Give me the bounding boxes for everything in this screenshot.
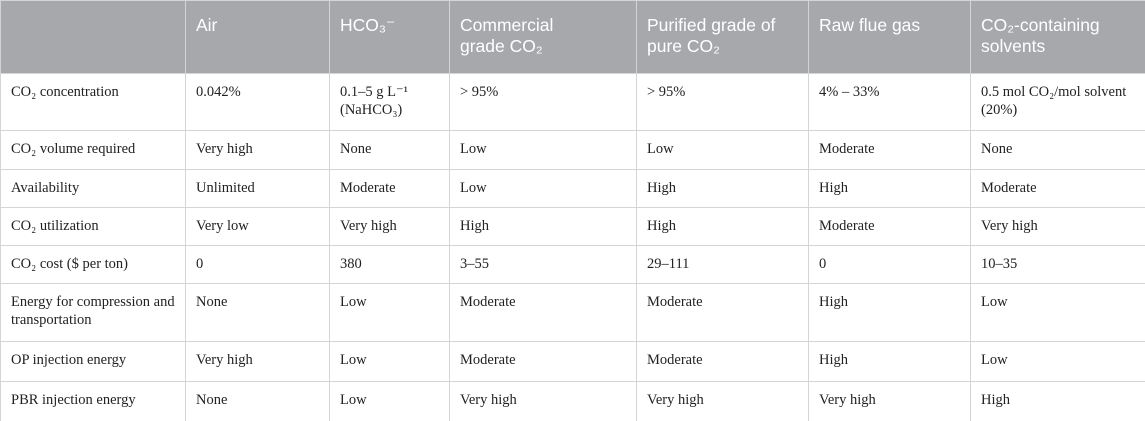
- table-cell: 0.5 mol CO₂/mol solvent (20%): [970, 73, 1145, 131]
- table-cell: Low: [970, 283, 1145, 342]
- table-cell: Very high: [970, 207, 1145, 246]
- table-cell: Moderate: [329, 169, 450, 208]
- table-cell: Moderate: [636, 341, 809, 382]
- table-cell: 0: [185, 245, 330, 284]
- table-row: Energy for compression and transportatio…: [0, 283, 1145, 342]
- table-row: CO₂ cost ($ per ton) 0 380 3–55 29–111 0 10–35: [0, 245, 1145, 284]
- table-cell: High: [808, 341, 971, 382]
- table-cell: High: [808, 283, 971, 342]
- header-row: Air HCO₃⁻ Commercial grade CO₂ Purified gra…: [0, 0, 1145, 74]
- table-cell: None: [185, 381, 330, 421]
- table-cell: Very high: [449, 381, 637, 421]
- table-cell: > 95%: [449, 73, 637, 131]
- table-cell: Moderate: [808, 130, 971, 170]
- table-cell: Very high: [808, 381, 971, 421]
- table-cell: None: [970, 130, 1145, 170]
- row-label: Availability: [0, 169, 186, 208]
- table-cell: High: [636, 207, 809, 246]
- header-text: CO₂-containing solvents: [981, 15, 1100, 56]
- table-cell: 380: [329, 245, 450, 284]
- table-cell: 0.1–5 g L⁻¹ (NaHCO₃): [329, 73, 450, 131]
- header-text: HCO₃⁻: [340, 15, 396, 35]
- table-row: CO₂ concentration 0.042% 0.1–5 g L⁻¹ (NaHC…: [0, 73, 1145, 131]
- table-cell: > 95%: [636, 73, 809, 131]
- table-cell: 3–55: [449, 245, 637, 284]
- row-label: CO₂ utilization: [0, 207, 186, 246]
- table-cell: Low: [449, 169, 637, 208]
- table-cell: High: [636, 169, 809, 208]
- table-cell: 0: [808, 245, 971, 284]
- table-cell: None: [329, 130, 450, 170]
- row-label: CO₂ concentration: [0, 73, 186, 131]
- table-cell: High: [808, 169, 971, 208]
- table-row: CO₂ utilization Very low Very high High High…: [0, 207, 1145, 246]
- table-cell: 29–111: [636, 245, 809, 284]
- header-cell: Raw flue gas: [808, 0, 971, 74]
- header-cell: CO₂-containing solvents: [970, 0, 1145, 74]
- table-cell: Very high: [636, 381, 809, 421]
- table-row: Availability Unlimited Moderate Low High High…: [0, 169, 1145, 208]
- header-text: Commercial grade CO₂: [460, 15, 554, 56]
- table-cell: Low: [329, 283, 450, 342]
- row-label: CO₂ volume required: [0, 130, 186, 170]
- table-cell: Very high: [185, 341, 330, 382]
- table-cell: Moderate: [449, 341, 637, 382]
- table-cell: 4% – 33%: [808, 73, 971, 131]
- row-label: CO₂ cost ($ per ton): [0, 245, 186, 284]
- header-text: Raw flue gas: [819, 15, 921, 35]
- table-cell: 10–35: [970, 245, 1145, 284]
- table-row: PBR injection energy None Low Very high Very…: [0, 381, 1145, 421]
- header-text: Purified grade of pure CO₂: [647, 15, 776, 56]
- table-cell: Low: [449, 130, 637, 170]
- row-label: OP injection energy: [0, 341, 186, 382]
- table-cell: None: [185, 283, 330, 342]
- table-cell: Moderate: [636, 283, 809, 342]
- table-cell: High: [970, 381, 1145, 421]
- table-cell: Low: [636, 130, 809, 170]
- header-cell: HCO₃⁻: [329, 0, 450, 74]
- table-cell: Moderate: [449, 283, 637, 342]
- table-cell: High: [449, 207, 637, 246]
- table-row: CO₂ volume required Very high None Low Low Mo…: [0, 130, 1145, 170]
- row-label: PBR injection energy: [0, 381, 186, 421]
- table-cell: Very high: [329, 207, 450, 246]
- table-cell: Very high: [185, 130, 330, 170]
- table-cell: Moderate: [808, 207, 971, 246]
- header-text: Air: [196, 15, 218, 35]
- header-cell: Purified grade of pure CO₂: [636, 0, 809, 74]
- header-cell: Commercial grade CO₂: [449, 0, 637, 74]
- row-label: Energy for compression and transportatio…: [0, 283, 186, 342]
- table-cell: 0.042%: [185, 73, 330, 131]
- table-cell: Unlimited: [185, 169, 330, 208]
- header-cell: Air: [185, 0, 330, 74]
- table-cell: Low: [329, 341, 450, 382]
- table-row: OP injection energy Very high Low Moderate M…: [0, 341, 1145, 382]
- table-cell: Very low: [185, 207, 330, 246]
- table-cell: Low: [329, 381, 450, 421]
- header-cell: [0, 0, 186, 74]
- table-cell: Low: [970, 341, 1145, 382]
- table-cell: Moderate: [970, 169, 1145, 208]
